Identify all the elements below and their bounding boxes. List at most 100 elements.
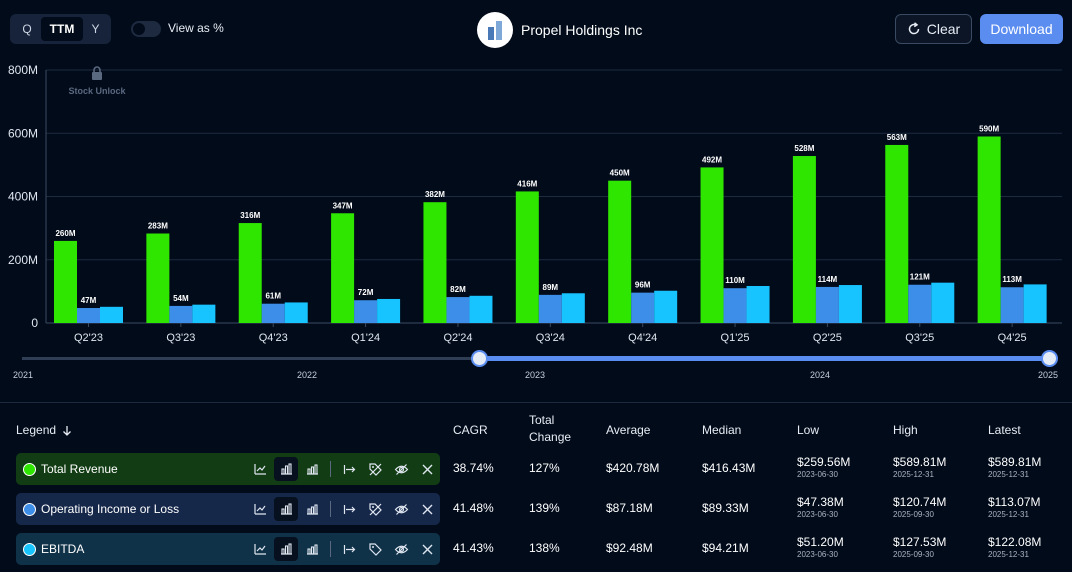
close-icon[interactable] [415,457,439,481]
bar-operating-income-or-loss[interactable] [1000,287,1024,323]
line-chart-icon[interactable] [248,537,272,561]
median-value: $89.33M [702,501,749,515]
cagr-value: 38.74% [453,461,494,475]
eye-off-icon[interactable] [389,497,413,521]
bar-total-revenue[interactable] [515,191,539,323]
year-label-2021: 2021 [13,370,34,380]
low-cell: $47.38M 2023-06-30 [797,495,844,519]
bar-chart-icon[interactable] [274,537,298,561]
label-tag-icon[interactable] [363,497,387,521]
header-high: High [893,423,918,437]
line-chart-icon[interactable] [248,457,272,481]
label-tag-icon[interactable] [363,457,387,481]
high-date: 2025-12-31 [893,470,934,479]
data-label: 110M [725,276,745,285]
year-label-2025: 2025 [1038,370,1059,380]
axis-arrow-icon[interactable] [337,497,361,521]
data-label: 114M [818,275,838,284]
bar-operating-income-or-loss[interactable] [77,308,100,323]
stacked-bar-icon[interactable] [300,457,324,481]
high-date: 2025-09-30 [893,550,934,559]
bar-chart-icon[interactable] [274,457,298,481]
close-icon[interactable] [415,497,439,521]
slider-start-handle[interactable] [471,350,488,367]
view-as-percent-toggle[interactable] [131,21,161,37]
series-color-dot [23,542,36,556]
bar-operating-income-or-loss[interactable] [723,288,747,323]
bar-total-revenue[interactable] [977,136,1001,323]
series-pill[interactable]: Operating Income or Loss [16,493,440,525]
label-tag-icon[interactable] [363,537,387,561]
bar-ebitda[interactable] [377,298,401,323]
close-icon[interactable] [415,537,439,561]
bar-total-revenue[interactable] [54,240,77,323]
bar-operating-income-or-loss[interactable] [815,286,839,323]
bar-ebitda[interactable] [838,285,862,323]
bar-operating-income-or-loss[interactable] [261,303,285,323]
cagr-value: 41.48% [453,501,494,515]
axis-arrow-icon[interactable] [337,457,361,481]
period-y-button[interactable]: Y [91,22,100,36]
bar-total-revenue[interactable] [146,233,170,323]
series-pill[interactable]: Total Revenue [16,453,440,485]
eye-off-icon[interactable] [389,537,413,561]
y-tick-label: 600M [8,126,38,140]
clear-button[interactable]: Clear [895,14,972,44]
y-tick-label: 400M [8,190,38,204]
line-chart-icon[interactable] [248,497,272,521]
header-median: Median [702,423,742,437]
data-label: 89M [543,283,559,292]
bar-total-revenue[interactable] [792,156,816,323]
legend-header: Legend CAGR Total Change Average Median … [0,410,1072,450]
data-label: 61M [265,292,281,301]
bar-total-revenue[interactable] [423,202,447,323]
bar-operating-income-or-loss[interactable] [169,305,193,323]
latest-value: $113.07M [988,495,1041,509]
bar-ebitda[interactable] [284,302,308,323]
slider-selected-range[interactable] [480,356,1050,361]
stacked-bar-icon[interactable] [300,497,324,521]
bar-total-revenue[interactable] [885,144,909,323]
bar-operating-income-or-loss[interactable] [538,294,562,323]
average-value: $92.48M [606,541,653,555]
data-label: 450M [610,169,630,178]
legend-row-ebitda: EBITDA 41.43% 138% $92.48M $94.21M $51.2… [0,533,1072,567]
bar-operating-income-or-loss[interactable] [446,297,470,323]
bar-ebitda[interactable] [1023,284,1047,323]
series-pill[interactable]: EBITDA [16,533,440,565]
stacked-bar-icon[interactable] [300,537,324,561]
data-label: 416M [517,179,537,188]
bar-operating-income-or-loss[interactable] [631,292,655,323]
bar-operating-income-or-loss[interactable] [354,300,378,323]
period-ttm-button[interactable]: TTM [41,17,83,41]
bar-ebitda[interactable] [931,282,955,323]
cagr-value: 41.43% [453,541,494,555]
data-label: 82M [450,285,466,294]
latest-cell: $589.81M 2025-12-31 [988,455,1041,479]
bar-ebitda[interactable] [561,293,585,323]
bar-ebitda[interactable] [654,290,678,323]
bar-operating-income-or-loss[interactable] [908,284,932,323]
high-cell: $120.74M 2025-09-30 [893,495,946,519]
bar-chart-icon[interactable] [274,497,298,521]
axis-arrow-icon[interactable] [337,537,361,561]
x-tick-label: Q4'24 [628,332,657,344]
bar-ebitda[interactable] [469,295,493,323]
slider-end-handle[interactable] [1041,350,1058,367]
bar-ebitda[interactable] [192,304,216,323]
eye-off-icon[interactable] [389,457,413,481]
company-logo [477,12,513,48]
x-tick-label: Q2'23 [74,332,103,344]
period-q-button[interactable]: Q [22,22,32,36]
legend-row-operating-income: Operating Income or Loss 41.48% 139% $87… [0,493,1072,527]
bar-total-revenue[interactable] [608,180,632,323]
bar-ebitda[interactable] [100,306,123,323]
bar-total-revenue[interactable] [700,167,724,323]
bar-ebitda[interactable] [746,285,770,323]
legend-sort-header[interactable]: Legend [16,422,72,439]
bar-total-revenue[interactable] [331,213,355,323]
tool-separator [330,501,331,517]
download-button[interactable]: Download [980,14,1063,44]
bar-total-revenue[interactable] [238,223,262,323]
data-label: 563M [887,133,907,142]
